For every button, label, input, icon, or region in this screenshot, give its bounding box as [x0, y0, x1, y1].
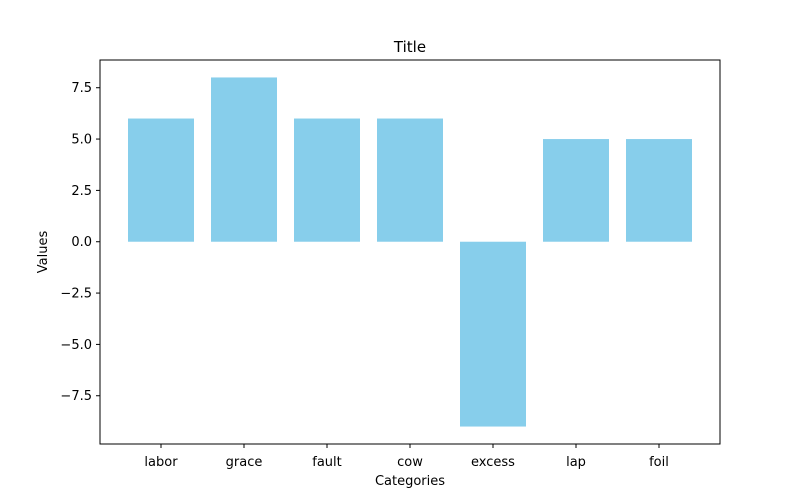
x-tick-label-lap: lap	[566, 455, 586, 470]
x-tick-label-fault: fault	[312, 455, 342, 470]
bar-excess	[460, 241, 526, 427]
y-tick-label: −5.0	[60, 338, 92, 353]
chart-title: Title	[393, 38, 426, 56]
bar-cow	[377, 118, 443, 242]
x-axis-ticks: labor grace fault cow excess lap foil	[144, 444, 669, 470]
x-tick-label-excess: excess	[471, 455, 515, 470]
y-tick-label: 0.0	[71, 235, 92, 250]
y-tick-label: 7.5	[71, 81, 92, 96]
x-axis-label: Categories	[375, 474, 445, 489]
x-tick-label-foil: foil	[649, 455, 669, 470]
y-tick-label: −7.5	[60, 389, 92, 404]
bar-grace	[211, 77, 277, 242]
x-tick-label-cow: cow	[397, 455, 423, 470]
x-tick-label-labor: labor	[144, 455, 178, 470]
y-tick-label: −2.5	[60, 287, 92, 302]
y-axis-ticks: −7.5 −5.0 −2.5 0.0 2.5 5.0 7.5	[60, 81, 100, 404]
bar-foil	[626, 139, 692, 242]
bar-fault	[294, 118, 360, 242]
x-tick-label-grace: grace	[226, 455, 263, 470]
bar-lap	[543, 139, 609, 242]
y-axis-label: Values	[36, 231, 51, 274]
y-tick-label: 5.0	[71, 133, 92, 148]
plot-area-frame	[99, 59, 721, 445]
bars-group	[128, 77, 692, 427]
y-tick-label: 2.5	[71, 184, 92, 199]
bar-labor	[128, 118, 194, 242]
